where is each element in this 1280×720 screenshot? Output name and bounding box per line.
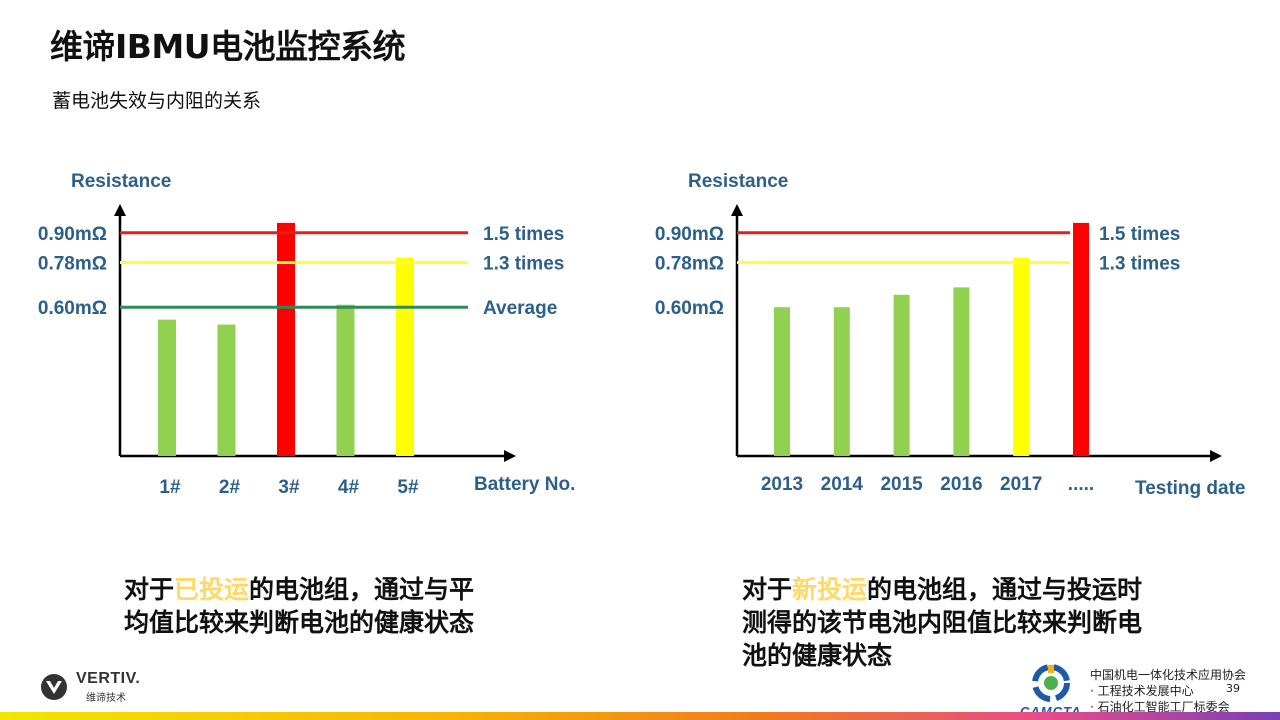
bar [1073, 222, 1089, 456]
org-line1: 中国机电一体化技术应用协会 [1090, 668, 1247, 682]
org-info: 中国机电一体化技术应用协会 · 工程技术发展中心 · 石油化工智能工厂标委会 [1090, 667, 1246, 715]
x-tick-label: 2# [219, 477, 241, 498]
caption-left: 对于已投运的电池组，通过与平 均值比较来判断电池的健康状态 [124, 573, 474, 639]
x-axis-arrow [1210, 450, 1222, 462]
caption-right: 对于新投运的电池组，通过与投运时 测得的该节电池内阻值比较来判断电 池的健康状态 [742, 573, 1142, 672]
y-axis-title: Resistance [71, 171, 171, 192]
x-tick-label: 4# [338, 477, 360, 498]
reference-line-label: 1.5 times [483, 224, 564, 245]
x-tick-label: 2014 [821, 474, 864, 495]
chart-battery-number: Resistance 0.90mΩ 0.78mΩ 0.60mΩ 1.5 times 1.3… [38, 171, 575, 498]
reference-line-label: 1.3 times [483, 254, 564, 275]
bottom-gradient-bar [0, 712, 1280, 720]
page-subtitle: 蓄电池失效与内阻的关系 [52, 90, 262, 112]
bar [396, 257, 414, 456]
caption-right-line3: 池的健康状态 [742, 641, 893, 670]
bar [217, 324, 236, 456]
caption-left-post: 的电池组，通过与平 [249, 575, 475, 604]
y-tick-label: 0.60mΩ [655, 298, 724, 319]
caption-right-pre: 对于 [742, 575, 793, 604]
caption-left-pre: 对于 [124, 575, 175, 604]
vertiv-mark-icon [41, 674, 67, 700]
caption-left-line1: 对于已投运的电池组，通过与平 [124, 573, 474, 606]
y-tick-label: 0.90mΩ [38, 224, 107, 245]
x-axis-title: Battery No. [474, 474, 575, 495]
y-tick-label: 0.90mΩ [655, 224, 724, 245]
bar [893, 294, 910, 456]
org-line3: · 石油化工智能工厂标委会 [1090, 700, 1230, 714]
bar [1013, 257, 1030, 456]
page-title: 维谛IBMU电池监控系统 [50, 27, 406, 66]
x-tick-label: 1# [159, 477, 181, 498]
y-tick-label: 0.60mΩ [38, 298, 107, 319]
y-axis-arrow [731, 204, 743, 216]
x-tick-label: 2015 [880, 474, 923, 495]
chart-testing-date: Resistance 0.90mΩ 0.78mΩ 0.60mΩ 1.5 times 1.3… [655, 171, 1246, 499]
x-tick-label: 5# [397, 477, 419, 498]
caption-left-line2: 均值比较来判断电池的健康状态 [124, 608, 475, 637]
y-axis-arrow [114, 204, 126, 216]
page-number: 39 [1226, 682, 1240, 695]
caption-right-post: 的电池组，通过与投运时 [867, 575, 1143, 604]
bar [833, 307, 850, 456]
vertiv-brand-sub: 维谛技术 [86, 693, 126, 704]
y-axis-title: Resistance [688, 171, 788, 192]
y-tick-label: 0.78mΩ [38, 254, 107, 275]
caption-right-line2: 测得的该节电池内阻值比较来判断电 [742, 608, 1143, 637]
caption-right-line1: 对于新投运的电池组，通过与投运时 [742, 573, 1142, 606]
reference-line-label: Average [483, 298, 557, 319]
bar [158, 319, 176, 456]
x-tick-label: 2017 [1000, 474, 1042, 495]
x-tick-label: 2016 [940, 474, 982, 495]
caption-left-highlight: 已投运 [174, 575, 250, 604]
reference-line-label: 1.3 times [1099, 254, 1180, 275]
y-tick-label: 0.78mΩ [655, 254, 724, 275]
reference-line-label: 1.5 times [1099, 224, 1180, 245]
x-axis-title: Testing date [1135, 478, 1246, 499]
x-axis-arrow [504, 450, 516, 462]
caption-right-highlight: 新投运 [792, 575, 868, 604]
camcta-logo: CAMCTA [1020, 662, 1080, 719]
bar [774, 307, 790, 456]
x-tick-label: ..... [1068, 474, 1094, 495]
bar [277, 222, 295, 456]
vertiv-brand-name: VERTIV. [76, 670, 141, 687]
bar [336, 304, 355, 456]
org-line2: · 工程技术发展中心 [1090, 684, 1194, 698]
camcta-mark-icon [1032, 664, 1070, 702]
bar [953, 287, 970, 456]
x-tick-label: 3# [278, 477, 300, 498]
x-tick-label: 2013 [761, 474, 803, 495]
